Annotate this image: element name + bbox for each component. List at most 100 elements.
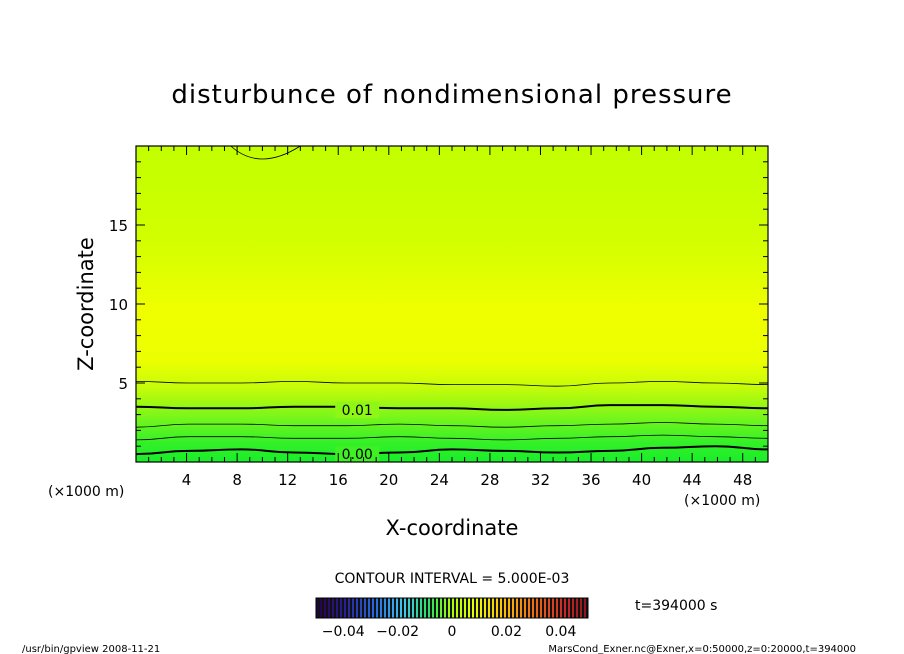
colorbar-cell	[422, 598, 424, 618]
colorbar-cell	[462, 598, 464, 618]
contour-label-bg	[335, 446, 380, 463]
footer-right: MarsCond_Exner.nc@Exner,x=0:50000,z=0:20…	[548, 644, 856, 654]
colorbar-cell	[366, 598, 368, 618]
colorbar-cell	[334, 598, 336, 618]
colorbar: −0.04 −0.02 0 0.02 0.04	[315, 597, 589, 640]
colorbar-cell	[556, 598, 558, 618]
colorbar-cell	[580, 598, 582, 618]
colorbar-cell	[386, 598, 388, 618]
colorbar-cell	[444, 598, 446, 618]
colorbar-cell	[576, 598, 578, 618]
colorbar-cell	[500, 598, 502, 618]
contour-line-0	[135, 445, 769, 456]
colorbar-cell	[364, 598, 366, 618]
colorbar-cell	[316, 598, 318, 618]
colorbar-cell	[402, 598, 404, 618]
colorbar-cell	[528, 598, 530, 618]
colorbar-cell	[548, 598, 550, 618]
y-tick-label: 15	[109, 217, 128, 235]
colorbar-cell	[372, 598, 374, 618]
colorbar-cell	[380, 598, 382, 618]
contour-line-1	[135, 434, 769, 441]
colorbar-cell	[586, 598, 588, 618]
colorbar-cell	[562, 598, 564, 618]
colorbar-cell	[520, 598, 522, 618]
colorbar-cell	[406, 598, 408, 618]
colorbar-cell	[554, 598, 556, 618]
colorbar-cell	[578, 598, 580, 618]
colorbar-cell	[326, 598, 328, 618]
colorbar-cell	[490, 598, 492, 618]
colorbar-cell	[492, 598, 494, 618]
colorbar-cell	[424, 598, 426, 618]
colorbar-cell	[466, 598, 468, 618]
colorbar-cell	[352, 598, 354, 618]
x-tick-label: 32	[531, 471, 550, 489]
colorbar-cell	[534, 598, 536, 618]
colorbar-cell	[400, 598, 402, 618]
contour-interval-text: CONTOUR INTERVAL = 5.000E-03	[335, 571, 570, 587]
y-axis-label: Z-coordinate	[74, 237, 98, 371]
colorbar-cell	[488, 598, 490, 618]
x-tick-label: 12	[278, 471, 297, 489]
x-tick-label: 20	[379, 471, 398, 489]
colorbar-cell	[356, 598, 358, 618]
colorbar-cell	[368, 598, 370, 618]
colorbar-cell	[480, 598, 482, 618]
colorbar-cell	[418, 598, 420, 618]
colorbar-cell	[474, 598, 476, 618]
x-tick-label: 4	[182, 471, 192, 489]
colorbar-cell	[518, 598, 520, 618]
y-unit-label: (×1000 m)	[48, 484, 124, 500]
colorbar-cell	[358, 598, 360, 618]
colorbar-tick-label: 0.04	[545, 624, 576, 640]
colorbar-cell	[494, 598, 496, 618]
time-text: t=394000 s	[635, 598, 717, 614]
x-tick-label: 36	[581, 471, 600, 489]
colorbar-cell	[398, 598, 400, 618]
colorbar-cell	[566, 598, 568, 618]
colorbar-cell	[332, 598, 334, 618]
colorbar-cell	[416, 598, 418, 618]
colorbar-cell	[504, 598, 506, 618]
colorbar-cell	[572, 598, 574, 618]
colorbar-cell	[514, 598, 516, 618]
colorbar-tick-label: −0.02	[376, 624, 419, 640]
colorbar-cell	[542, 598, 544, 618]
colorbar-cell	[320, 598, 322, 618]
colorbar-cell	[436, 598, 438, 618]
colorbar-cell	[360, 598, 362, 618]
colorbar-cell	[564, 598, 566, 618]
x-axis-label: X-coordinate	[386, 516, 519, 540]
colorbar-cell	[476, 598, 478, 618]
colorbar-cell	[526, 598, 528, 618]
colorbar-cell	[552, 598, 554, 618]
colorbar-cell	[582, 598, 584, 618]
colorbar-cell	[558, 598, 560, 618]
colorbar-cell	[346, 598, 348, 618]
colorbar-cell	[344, 598, 346, 618]
colorbar-cell	[354, 598, 356, 618]
colorbar-cell	[392, 598, 394, 618]
colorbar-cell	[448, 598, 450, 618]
colorbar-cell	[378, 598, 380, 618]
colorbar-cell	[322, 598, 324, 618]
colorbar-cell	[510, 598, 512, 618]
colorbar-cell	[498, 598, 500, 618]
colorbar-cell	[512, 598, 514, 618]
colorbar-cell	[342, 598, 344, 618]
x-tick-label: 40	[632, 471, 651, 489]
x-tick-label: 16	[329, 471, 348, 489]
colorbar-cell	[464, 598, 466, 618]
colorbar-cell	[452, 598, 454, 618]
colorbar-cell	[338, 598, 340, 618]
colorbar-cell	[442, 598, 444, 618]
colorbar-tick-label: 0.02	[491, 624, 522, 640]
colorbar-cell	[454, 598, 456, 618]
colorbar-cell	[540, 598, 542, 618]
colorbar-frame	[315, 597, 589, 619]
colorbar-cell	[584, 598, 586, 618]
colorbar-cell	[496, 598, 498, 618]
colorbar-cell	[432, 598, 434, 618]
